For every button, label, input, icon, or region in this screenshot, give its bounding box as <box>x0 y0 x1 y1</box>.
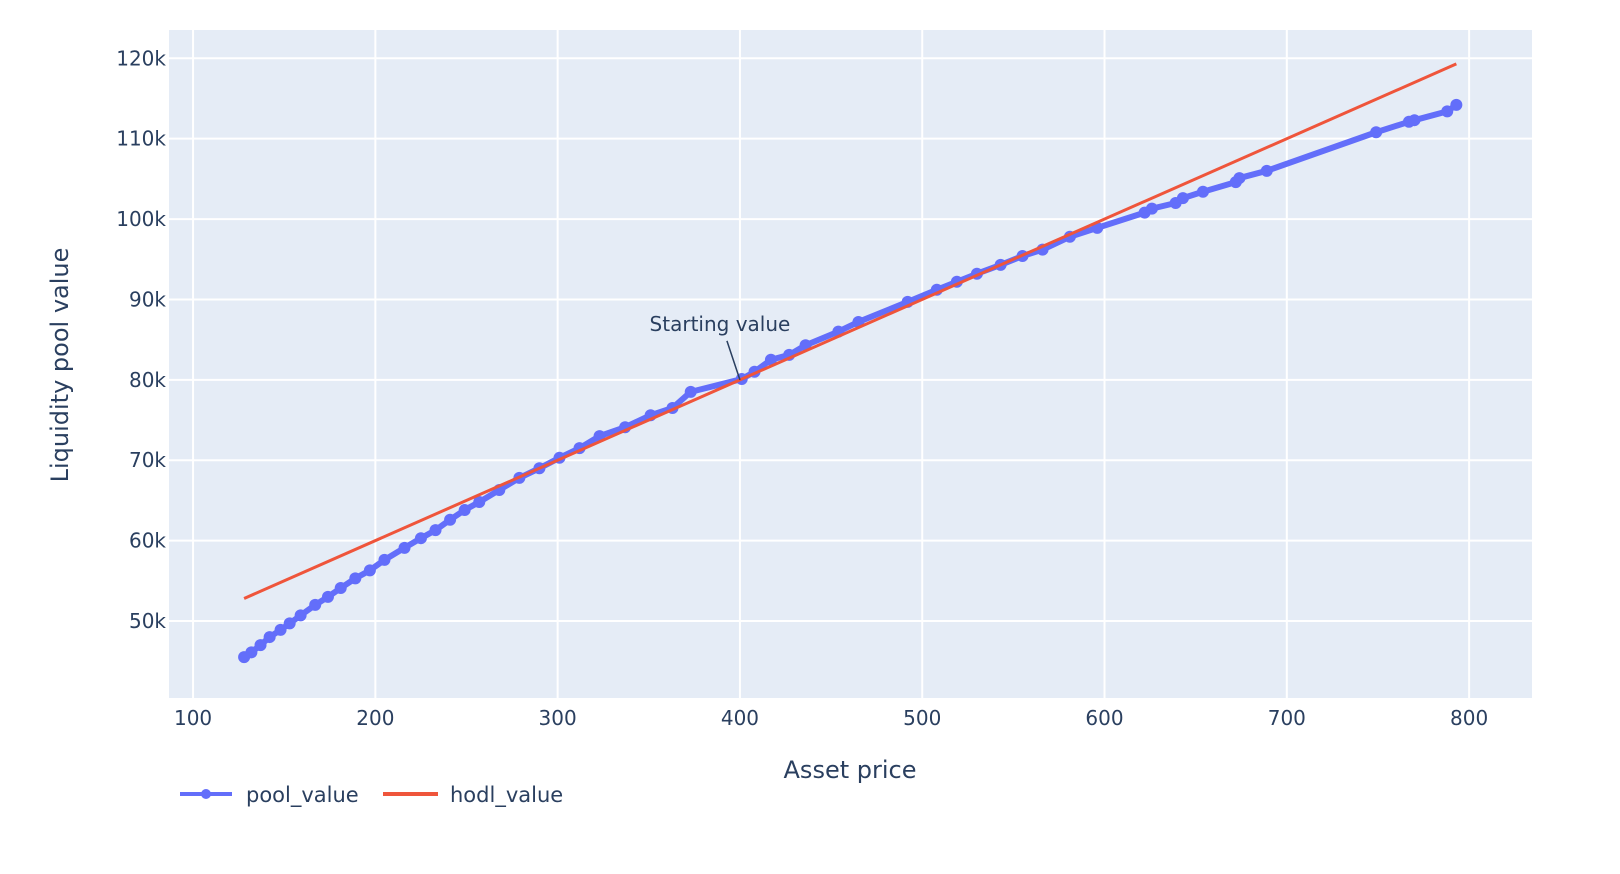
x-tick-label: 700 <box>1268 706 1306 730</box>
data-point <box>263 631 276 644</box>
y-tick-label: 70k <box>129 448 166 472</box>
data-point <box>309 598 322 611</box>
data-point <box>1260 164 1273 177</box>
y-axis-ticks: 50k 60k 70k 80k 90k 100k 110k 120k <box>116 46 166 633</box>
annotation-arrow <box>726 340 741 381</box>
data-point <box>1370 126 1383 139</box>
series-layer <box>238 62 1463 664</box>
data-point <box>458 504 471 517</box>
data-point <box>1408 114 1421 127</box>
y-tick-label: 50k <box>129 609 166 633</box>
legend-item-pool-value[interactable]: pool_value <box>180 783 359 808</box>
data-point <box>473 496 486 509</box>
data-point <box>414 532 427 545</box>
x-tick-label: 200 <box>356 706 394 730</box>
data-point <box>1176 192 1189 205</box>
data-point <box>1233 172 1246 185</box>
x-axis-title: Asset price <box>784 756 917 784</box>
y-tick-label: 80k <box>129 368 166 392</box>
data-point <box>764 353 777 366</box>
data-point <box>294 609 307 622</box>
legend-label-hodl-value: hodl_value <box>450 783 563 808</box>
x-axis-ticks: 100 200 300 400 500 600 700 800 <box>174 706 1488 730</box>
data-point <box>429 524 442 537</box>
y-axis-title: Liquidity pool value <box>46 248 74 483</box>
data-point <box>398 541 411 554</box>
data-point <box>321 590 334 603</box>
plot-background <box>169 30 1532 698</box>
data-point <box>254 639 267 652</box>
data-point <box>684 385 697 398</box>
y-tick-label: 90k <box>129 287 166 311</box>
data-point <box>274 623 287 636</box>
legend-label-pool-value: pool_value <box>246 783 359 808</box>
data-point <box>283 617 296 630</box>
annotation-label: Starting value <box>650 312 791 336</box>
x-tick-label: 100 <box>174 706 212 730</box>
grid <box>169 30 1532 698</box>
x-tick-label: 500 <box>903 706 941 730</box>
data-point <box>363 564 376 577</box>
y-tick-label: 110k <box>116 127 166 151</box>
data-point <box>1196 185 1209 198</box>
data-point <box>1441 105 1454 118</box>
data-point <box>349 572 362 585</box>
data-point <box>378 553 391 566</box>
x-tick-label: 600 <box>1085 706 1123 730</box>
data-point <box>444 513 457 526</box>
y-tick-label: 100k <box>116 207 166 231</box>
y-tick-label: 60k <box>129 529 166 553</box>
data-point <box>1450 98 1463 111</box>
y-tick-label: 120k <box>116 46 166 70</box>
data-point <box>1145 202 1158 215</box>
legend: pool_value hodl_value <box>180 783 563 808</box>
x-tick-label: 300 <box>539 706 577 730</box>
x-tick-label: 400 <box>721 706 759 730</box>
x-tick-label: 800 <box>1450 706 1488 730</box>
data-point <box>245 646 258 659</box>
annotation-layer: Starting value <box>650 312 791 381</box>
data-point <box>334 582 347 595</box>
legend-item-hodl-value[interactable]: hodl_value <box>383 783 563 808</box>
